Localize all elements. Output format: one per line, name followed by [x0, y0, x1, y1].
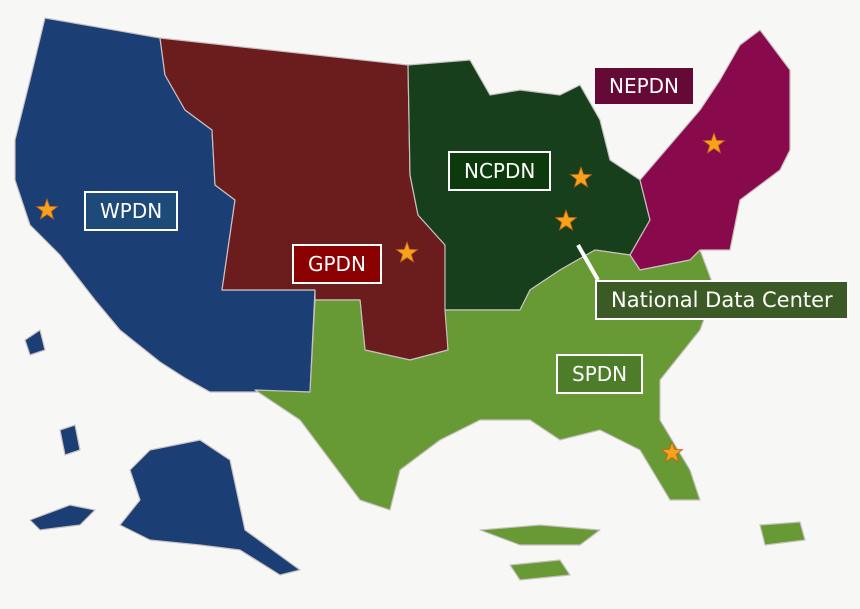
star-icon [702, 131, 726, 154]
alaska[interactable] [119, 439, 301, 576]
callout-leader [576, 244, 600, 281]
label-nepdn: NEPDN [595, 68, 694, 104]
star-icon [35, 197, 59, 220]
puerto-rico[interactable] [759, 521, 806, 546]
label-wpdn: WPDN [84, 191, 179, 231]
hawaii-east [59, 424, 81, 456]
star-icon [395, 240, 419, 263]
label-ncpdn: NCPDN [448, 151, 552, 191]
label-national-data-center: National Data Center [595, 280, 849, 320]
hawaii[interactable] [24, 329, 46, 356]
label-gpdn: GPDN [292, 244, 382, 284]
star-icon [660, 440, 684, 463]
label-spdn: SPDN [556, 354, 644, 394]
aleutians [29, 504, 96, 531]
star-icon [554, 208, 578, 231]
territory-islands[interactable] [479, 524, 601, 546]
star-icon [569, 165, 593, 188]
territory-islands-2 [509, 559, 571, 581]
